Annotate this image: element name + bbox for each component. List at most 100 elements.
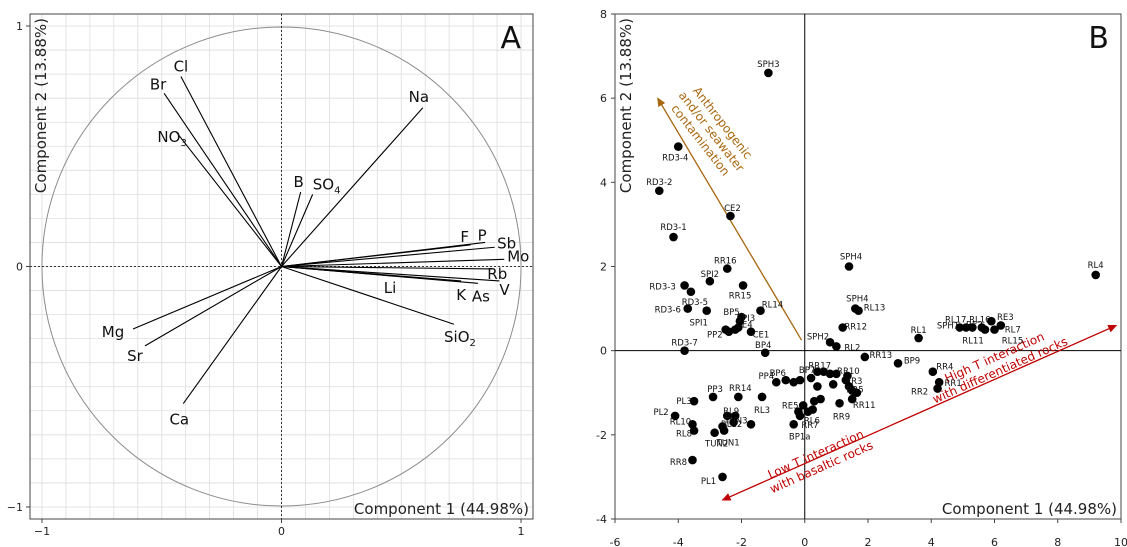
- loading-vector-ca: [182, 266, 282, 404]
- sample-label-rr1: RR1: [945, 379, 962, 389]
- sample-label-rr8: RR8: [670, 458, 687, 468]
- sample-point-rl13: [854, 306, 863, 315]
- sample-point-rl14: [756, 306, 765, 315]
- loading-vector-mg: [132, 265, 282, 330]
- sample-point-tun1: [719, 426, 729, 435]
- sample-point-rr8: [688, 455, 697, 465]
- sample-point-pp3: [708, 392, 718, 402]
- subscript: 2: [470, 338, 476, 349]
- sample-point: [816, 394, 825, 404]
- y-axis-title: Component 2 (13.88%): [32, 18, 50, 193]
- panel-letter-b: B: [1088, 21, 1109, 56]
- sample-point-pl2: [670, 411, 680, 421]
- sample-point: [828, 380, 838, 389]
- sample-point-rr10: [832, 369, 841, 379]
- sample-point-rr16: [722, 264, 732, 273]
- sample-label-re2: RE2: [966, 321, 983, 331]
- x-tick-label: 1: [518, 525, 525, 538]
- sample-label-pp2: PP2: [707, 331, 723, 341]
- panel-letter-a: A: [500, 21, 521, 56]
- sample-label-rr17: RR17: [808, 362, 831, 372]
- sample-label-rr7: RR7: [801, 421, 818, 431]
- sample-label-rd3-2: RD3-2: [646, 178, 672, 188]
- loading-vector-sb: [281, 246, 495, 268]
- sample-point-rr15: [738, 281, 748, 290]
- sample-label-tun2: TUN2: [704, 440, 728, 450]
- sample-label-rl1: RL1: [911, 326, 927, 336]
- sample-label-rd3-7: RD3-7: [671, 339, 697, 349]
- sample-point-bp6: [781, 375, 791, 385]
- sample-point-ce4: [734, 323, 743, 332]
- loading-label-so4: SO4: [313, 175, 341, 196]
- sample-point-rr9: [835, 398, 844, 408]
- sample-label-spi3: SPI3: [737, 314, 755, 324]
- sample-label-rl14: RL14: [762, 301, 783, 311]
- sample-point-pl3: [689, 396, 699, 406]
- sample-point-pp2: [724, 327, 734, 337]
- y-tick-label: 0: [600, 345, 607, 358]
- x-tick-label: 0: [278, 525, 285, 538]
- loading-label-sr: Sr: [127, 347, 144, 365]
- sample-label-rl9: RL9: [723, 407, 739, 417]
- loading-label-rb: Rb: [487, 265, 507, 283]
- loading-label-p: P: [478, 226, 487, 244]
- sample-point-rl7: [996, 321, 1006, 330]
- sample-point-rr5: [844, 382, 854, 391]
- sample-point-rl11: [980, 325, 990, 334]
- sample-label-rl4: RL4: [1088, 261, 1104, 271]
- sample-point-rd3-4: [673, 142, 683, 151]
- loading-label-no3: NO3: [157, 128, 186, 149]
- sample-label-ce1: CE1: [753, 331, 770, 341]
- loading-label-f: F: [460, 228, 469, 246]
- sample-point-rl4: [1091, 270, 1100, 280]
- y-tick-label: 0: [16, 261, 23, 274]
- sample-label-bp5: BP5: [723, 308, 739, 318]
- sample-point: [813, 382, 822, 391]
- sample-label-rd3-5: RD3-5: [682, 298, 708, 308]
- sample-point-rd3-2: [654, 186, 664, 196]
- sample-label-pp4: PP4: [758, 372, 774, 382]
- sample-point-bp1a: [789, 420, 798, 429]
- loading-label-cl: Cl: [174, 58, 189, 76]
- loading-label-ca: Ca: [169, 411, 189, 429]
- sample-point-tun3: [746, 420, 756, 429]
- loading-label-mo: Mo: [507, 247, 529, 265]
- loading-label-sio2: SiO2: [444, 328, 476, 349]
- sample-point-rd3-5: [686, 287, 696, 297]
- sample-label-bp6: BP6: [770, 369, 786, 379]
- loading-vector-li: [281, 265, 395, 277]
- sample-label-tun3: TUN3: [723, 416, 747, 426]
- loading-vector-br: [163, 93, 282, 267]
- sample-label-rl15: RL15: [1002, 337, 1023, 347]
- loading-label-li: Li: [384, 279, 397, 297]
- y-tick-label: -4: [596, 513, 607, 526]
- x-tick-label: −1: [34, 525, 50, 538]
- sample-label-rd3-3: RD3-3: [649, 282, 675, 292]
- loading-label-br: Br: [150, 75, 167, 93]
- sample-label-rd3-4: RD3-4: [662, 154, 688, 164]
- sample-label-rr16: RR16: [714, 257, 737, 267]
- sample-label-rl7: RL7: [1005, 325, 1021, 335]
- sample-point-rr14: [734, 392, 743, 402]
- sample-point-sph4: [844, 262, 854, 271]
- sample-label-rr9: RR9: [833, 412, 850, 422]
- sample-point-re3: [987, 316, 996, 326]
- sample-point-tun2: [710, 428, 719, 438]
- x-tick-label: 2: [865, 536, 872, 547]
- sample-label-rd3-6: RD3-6: [655, 306, 681, 316]
- sample-point-re2: [968, 323, 977, 332]
- sample-label-rl17: RL17: [945, 316, 966, 326]
- sample-label-rr3: RR3: [845, 377, 862, 387]
- y-tick-label: 8: [600, 8, 607, 21]
- sample-label-bp4: BP4: [755, 341, 771, 351]
- sample-point-ce2: [726, 211, 735, 221]
- x-tick-label: -6: [610, 536, 621, 547]
- sample-point-spi2: [705, 276, 715, 286]
- sample-label-rr5: RR5: [846, 385, 863, 395]
- sample-point: [722, 411, 732, 421]
- sample-point: [795, 375, 805, 385]
- sample-point-rl15: [990, 325, 999, 334]
- loading-label-v: V: [499, 281, 510, 299]
- sample-label-rl16: RL16: [969, 316, 990, 326]
- high-t-arrow: [919, 324, 1118, 414]
